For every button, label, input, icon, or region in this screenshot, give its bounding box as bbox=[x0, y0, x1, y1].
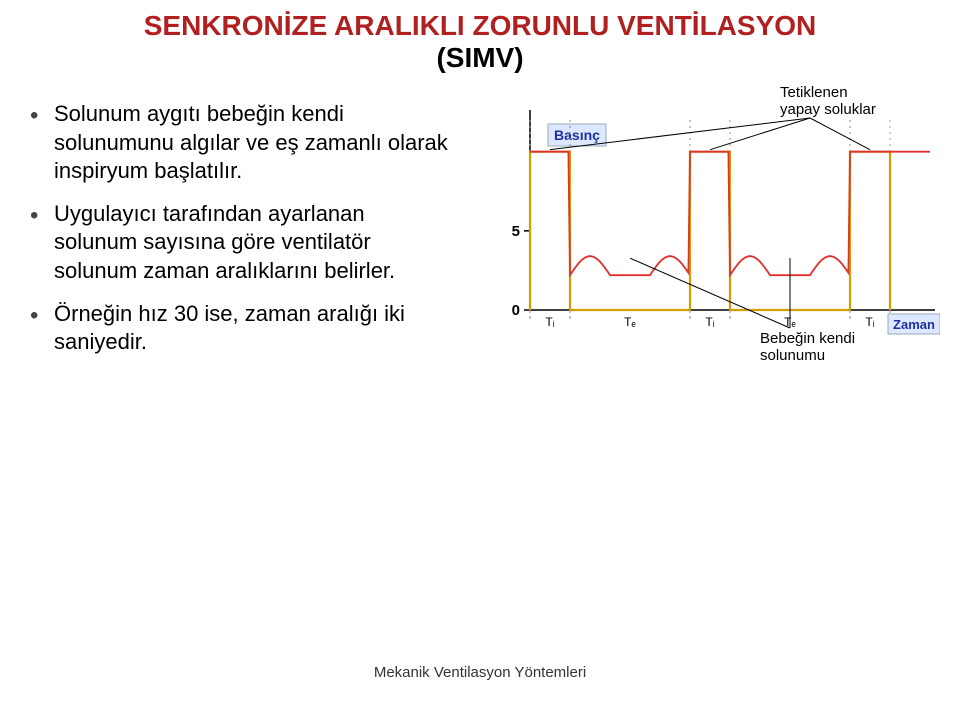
title-line2: (SIMV) bbox=[436, 42, 523, 73]
bullet-item: Solunum aygıtı bebeğin kendi solunumunu … bbox=[30, 100, 450, 186]
simv-waveform-chart: 05BasınçTᵢTₑTᵢTₑTᵢZaman Tetiklenen yapay… bbox=[480, 90, 940, 370]
slide-footer: Mekanik Ventilasyon Yöntemleri bbox=[0, 664, 960, 681]
bullet-list: Solunum aygıtı bebeğin kendi solunumunu … bbox=[30, 100, 450, 371]
svg-text:Tₑ: Tₑ bbox=[624, 315, 636, 329]
title-line1: SENKRONİZE ARALIKLI ZORUNLU VENTİLASYON bbox=[144, 10, 817, 41]
svg-text:Tᵢ: Tᵢ bbox=[865, 315, 874, 329]
slide-title: SENKRONİZE ARALIKLI ZORUNLU VENTİLASYON … bbox=[0, 10, 960, 74]
annot-triggered: Tetiklenen yapay soluklar bbox=[780, 84, 876, 119]
svg-text:Basınç: Basınç bbox=[554, 127, 600, 143]
svg-text:Tᵢ: Tᵢ bbox=[705, 315, 714, 329]
annot-baby-breath: Bebeğin kendi solunumu bbox=[760, 330, 855, 365]
svg-text:Tᵢ: Tᵢ bbox=[545, 315, 554, 329]
bullet-item: Uygulayıcı tarafından ayarlanan solunum … bbox=[30, 200, 450, 286]
svg-text:5: 5 bbox=[512, 223, 520, 240]
bullet-item: Örneğin hız 30 ise, zaman aralığı iki sa… bbox=[30, 300, 450, 357]
svg-text:Zaman: Zaman bbox=[893, 317, 935, 332]
chart-svg: 05BasınçTᵢTₑTᵢTₑTᵢZaman bbox=[480, 90, 940, 370]
svg-text:0: 0 bbox=[512, 302, 520, 319]
